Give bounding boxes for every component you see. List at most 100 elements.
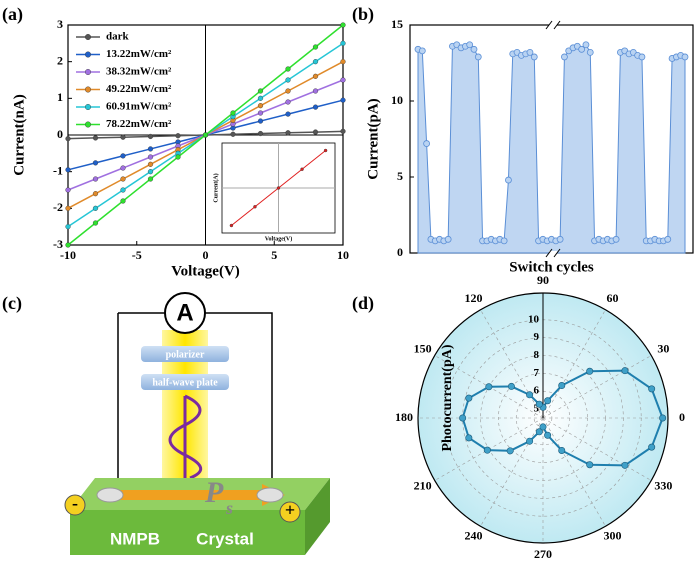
data-point	[285, 88, 291, 94]
data-point	[340, 59, 346, 65]
data-point	[500, 237, 508, 245]
theta-tick-label: 30	[657, 341, 669, 355]
grid-spoke	[480, 309, 544, 419]
legend-label: 13.22mW/cm²	[106, 48, 172, 60]
data-point	[535, 400, 543, 408]
data-point	[323, 148, 328, 153]
axis-break-gap	[549, 23, 557, 27]
y-tick-label: 5	[397, 169, 403, 183]
data-point	[526, 437, 534, 445]
y-axis-label: Current(A)	[212, 173, 219, 202]
y-tick-label: 15	[391, 17, 403, 31]
data-point	[470, 45, 478, 53]
theta-tick-label: 240	[465, 528, 483, 542]
legend-marker	[84, 68, 91, 75]
r-tick-label: 10	[528, 313, 540, 325]
r-tick-label: 7	[534, 367, 540, 379]
y-tick-label: -3	[53, 237, 63, 251]
data-point	[253, 205, 257, 209]
r-axis-label: Photocurrent(pA)	[440, 344, 455, 451]
data-point	[544, 431, 552, 439]
data-point	[483, 446, 491, 454]
theta-tick-label: 300	[604, 528, 622, 542]
grid-spoke	[542, 417, 652, 481]
data-point	[65, 242, 71, 248]
data-point	[92, 160, 99, 166]
data-point	[120, 165, 126, 171]
data-point	[659, 414, 667, 422]
r-tick-label: 8	[534, 349, 540, 361]
theta-tick-label: 210	[414, 478, 432, 492]
data-point	[147, 161, 154, 167]
ammeter	[164, 292, 206, 334]
legend-marker	[84, 34, 91, 41]
data-point	[648, 443, 656, 451]
data-point	[202, 132, 209, 138]
data-point	[586, 461, 594, 469]
data-point	[257, 95, 264, 101]
y-tick-label: 3	[57, 17, 63, 31]
data-point	[340, 40, 346, 46]
data-point	[92, 220, 99, 226]
data-point	[539, 423, 547, 431]
y-axis-label: Current(nA)	[11, 94, 27, 175]
y-tick-label: -1	[53, 163, 63, 177]
y-axis-label: Current(pA)	[365, 98, 381, 179]
data-point	[556, 235, 564, 243]
data-point	[340, 77, 346, 83]
grid-spoke	[480, 417, 544, 527]
data-point	[257, 118, 264, 124]
legend-marker	[84, 51, 91, 58]
y-tick-label: 10	[391, 93, 403, 107]
data-point	[558, 382, 566, 390]
theta-tick-label: 90	[537, 273, 549, 287]
x-tick-label: 0	[203, 248, 209, 262]
x-axis-label: Switch cycles	[509, 259, 594, 275]
data-point	[300, 167, 304, 171]
axis-break	[553, 248, 561, 258]
data-point	[120, 153, 126, 159]
x-axis-label: Voltage(V)	[171, 263, 240, 279]
data-point	[465, 434, 473, 442]
data-point	[147, 169, 154, 175]
data-point	[92, 191, 99, 197]
data-point	[175, 133, 181, 139]
data-point	[586, 367, 594, 375]
data-point	[459, 414, 467, 422]
data-point	[418, 47, 426, 55]
axis-break	[545, 20, 553, 30]
legend-marker	[84, 103, 91, 110]
half-wave-plate-label: half-wave plate	[152, 377, 218, 388]
data-point	[561, 53, 568, 61]
data-point	[444, 235, 452, 243]
data-point	[147, 176, 154, 182]
data-point	[586, 48, 594, 56]
data-point	[175, 154, 181, 160]
polarization-arrow	[100, 484, 285, 506]
legend-marker	[84, 121, 91, 128]
data-point	[257, 103, 264, 109]
data-point	[340, 128, 346, 134]
y-tick-label: -2	[53, 200, 63, 214]
data-point	[466, 41, 474, 49]
data-point	[621, 461, 629, 469]
axis-break	[553, 20, 561, 30]
r-tick-label: 6	[534, 385, 540, 397]
polarization-subscript: s	[225, 498, 233, 518]
data-point	[312, 44, 319, 50]
negative-terminal	[64, 494, 86, 516]
diagram: A polarizer half-wave plate - + P s NMPB…	[64, 292, 330, 555]
data-point	[312, 73, 319, 79]
data-point	[648, 385, 656, 393]
axis-break-gap	[549, 251, 557, 255]
y-tick-label: 0	[397, 245, 403, 259]
data-point	[92, 176, 99, 182]
data-point	[92, 135, 99, 141]
data-point	[65, 205, 71, 211]
data-point	[120, 134, 126, 140]
data-point	[257, 110, 264, 116]
theta-tick-label: 180	[395, 410, 413, 424]
x-tick-label: 5	[271, 248, 277, 262]
data-point	[621, 367, 629, 375]
data-point	[229, 223, 234, 228]
